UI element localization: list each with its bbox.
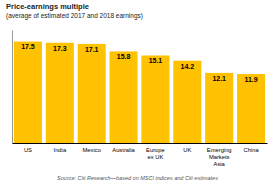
x-tick: Europeex UK — [146, 143, 165, 160]
x-tick-label: Europeex UK — [146, 147, 165, 160]
x-tick-label: US — [24, 147, 32, 153]
x-tick: China — [243, 143, 259, 153]
x-tick-label: EmergingMarketsAsia — [207, 147, 232, 167]
data-label: 12.1 — [212, 75, 226, 82]
plot: US India Mexico Australia Europeex UK UK Emerg… — [13, 31, 268, 168]
x-tick-label: UK — [183, 147, 191, 153]
data-label: 15.8 — [117, 53, 131, 60]
bar — [110, 51, 138, 143]
title: Price-earnings multiple — [6, 2, 89, 11]
chart-container: Price-earnings multiple(average of estim… — [0, 0, 275, 183]
data-labels: 17.5 17.3 17.1 15.8 15.1 14.2 12.1 11.9 — [21, 43, 258, 82]
bars — [14, 42, 265, 143]
subtitle: (average of estimated 2017 and 2018 earn… — [6, 12, 143, 20]
x-axis: US India Mexico Australia Europeex UK UK Emerg… — [13, 143, 268, 167]
source: Source: Citi Research—based on MSCI indi… — [57, 175, 218, 181]
bar — [46, 43, 74, 143]
x-tick: India — [54, 143, 67, 153]
x-tick: Mexico — [83, 143, 101, 153]
chart-svg: Price-earnings multiple(average of estim… — [0, 0, 275, 183]
x-tick: US — [24, 143, 32, 153]
y-axis-line — [12, 31, 13, 144]
bar — [78, 44, 106, 143]
bar — [173, 61, 201, 143]
x-tick-label: Mexico — [83, 147, 101, 153]
x-tick: UK — [183, 143, 191, 153]
x-tick-label: China — [243, 147, 259, 153]
x-tick: EmergingMarketsAsia — [207, 143, 232, 167]
y-axis — [12, 31, 13, 144]
x-tick-label: India — [54, 147, 67, 153]
bar — [205, 73, 233, 143]
x-axis-line — [13, 143, 268, 144]
data-label: 11.9 — [244, 76, 257, 83]
data-label: 14.2 — [181, 63, 195, 70]
data-label: 15.1 — [149, 57, 163, 64]
data-label: 17.1 — [85, 46, 99, 53]
bar — [14, 42, 42, 143]
bar — [237, 74, 265, 143]
data-label: 17.5 — [21, 43, 35, 50]
bar — [141, 55, 169, 143]
data-label: 17.3 — [53, 45, 67, 52]
x-tick-label: Australia — [112, 147, 135, 153]
x-tick: Australia — [112, 143, 135, 153]
